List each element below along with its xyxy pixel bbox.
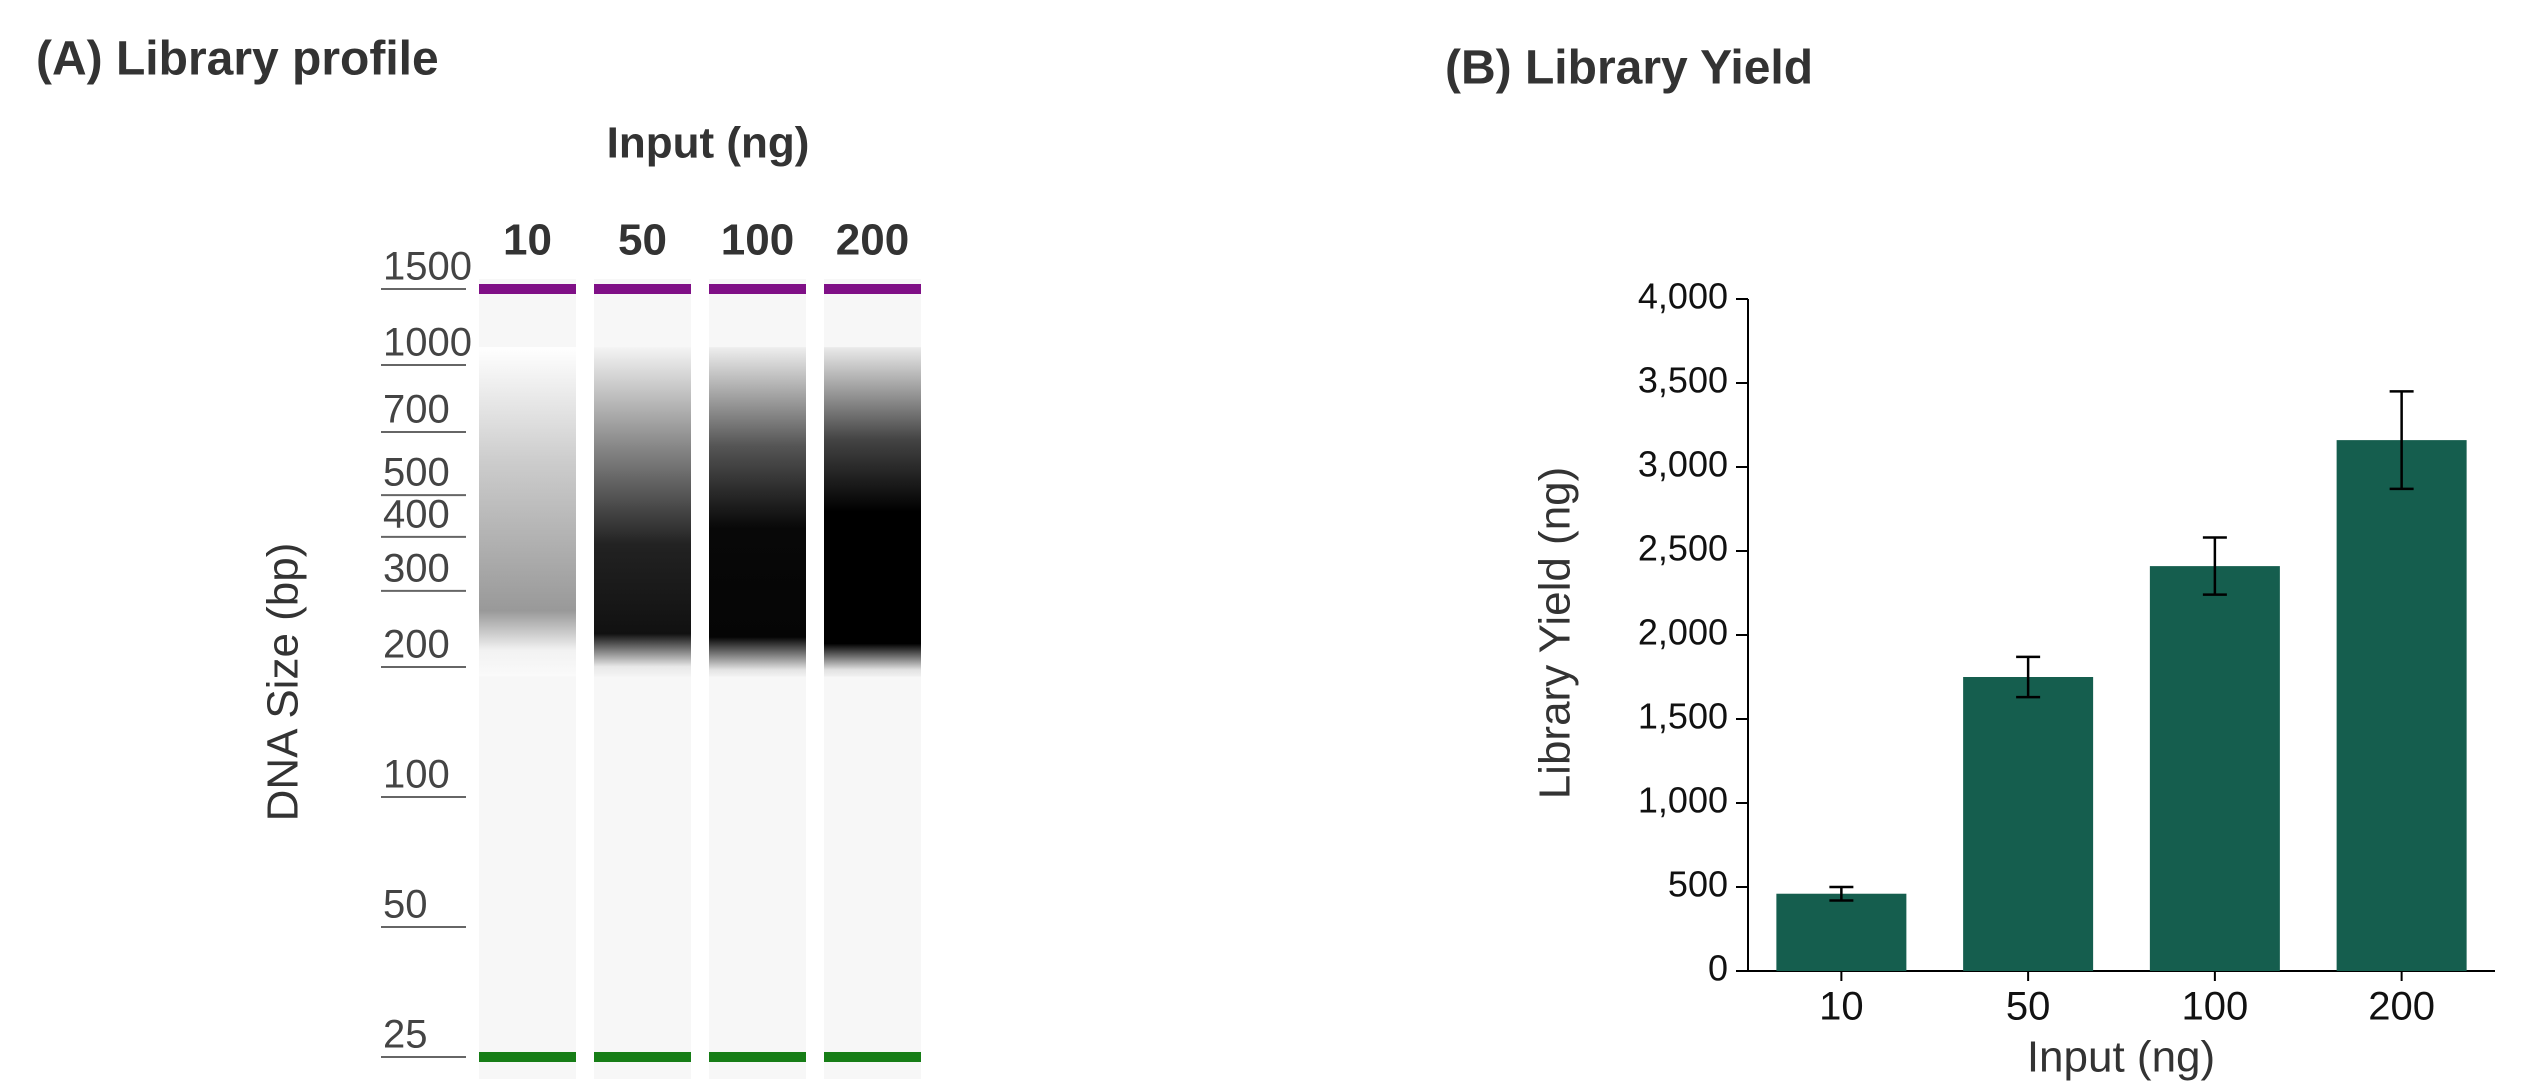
lane-label: 200: [836, 216, 909, 265]
upper-marker: [594, 284, 691, 294]
upper-marker: [479, 284, 576, 294]
ladder-label: 400: [383, 492, 450, 536]
lane-axis-title: Input (ng): [607, 119, 810, 168]
ladder-label: 500: [383, 451, 450, 495]
panel-b-title: (B) Library Yield: [1445, 42, 1813, 95]
bar: [2149, 566, 2280, 971]
size-axis-title: DNA Size (bp): [259, 543, 308, 822]
upper-marker: [824, 284, 921, 294]
ladder-label: 300: [383, 546, 450, 590]
lane-label: 100: [721, 216, 794, 265]
ladder-label: 700: [383, 388, 450, 432]
x-tick-label: 200: [2368, 985, 2435, 1029]
y-tick-label: 500: [1668, 864, 1728, 905]
y-tick-label: 4,000: [1638, 276, 1728, 317]
bar: [1963, 677, 2094, 971]
lane-smear: [709, 347, 806, 677]
ladder-label: 50: [383, 883, 428, 927]
y-axis-title: Library Yield (ng): [1531, 467, 1580, 800]
y-tick-label: 1,500: [1638, 696, 1728, 737]
y-tick-label: 3,500: [1638, 360, 1728, 401]
y-tick-label: 2,500: [1638, 528, 1728, 569]
upper-marker: [709, 284, 806, 294]
ladder-label: 100: [383, 753, 450, 797]
lower-marker: [594, 1052, 691, 1062]
lane-smear: [824, 347, 921, 677]
ladder-label: 200: [383, 623, 450, 667]
panel-a-title: (A) Library profile: [36, 33, 439, 86]
x-tick-label: 10: [1819, 985, 1864, 1029]
y-tick-label: 0: [1708, 948, 1728, 989]
x-axis-title: Input (ng): [2027, 1033, 2215, 1082]
ladder-label: 1500: [383, 245, 472, 289]
bar: [2336, 440, 2467, 971]
lane-label: 10: [503, 216, 552, 265]
lower-marker: [824, 1052, 921, 1062]
x-tick-label: 50: [2006, 985, 2051, 1029]
y-tick-label: 2,000: [1638, 612, 1728, 653]
y-tick-label: 3,000: [1638, 444, 1728, 485]
bar: [1776, 893, 1907, 971]
lower-marker: [709, 1052, 806, 1062]
x-tick-label: 100: [2182, 985, 2249, 1029]
lane-smear: [594, 347, 691, 677]
ladder-label: 1000: [383, 321, 472, 365]
y-tick-label: 1,000: [1638, 780, 1728, 821]
lane-label: 50: [618, 216, 667, 265]
lower-marker: [479, 1052, 576, 1062]
ladder-label: 25: [383, 1013, 428, 1057]
lane-smear: [479, 347, 576, 677]
